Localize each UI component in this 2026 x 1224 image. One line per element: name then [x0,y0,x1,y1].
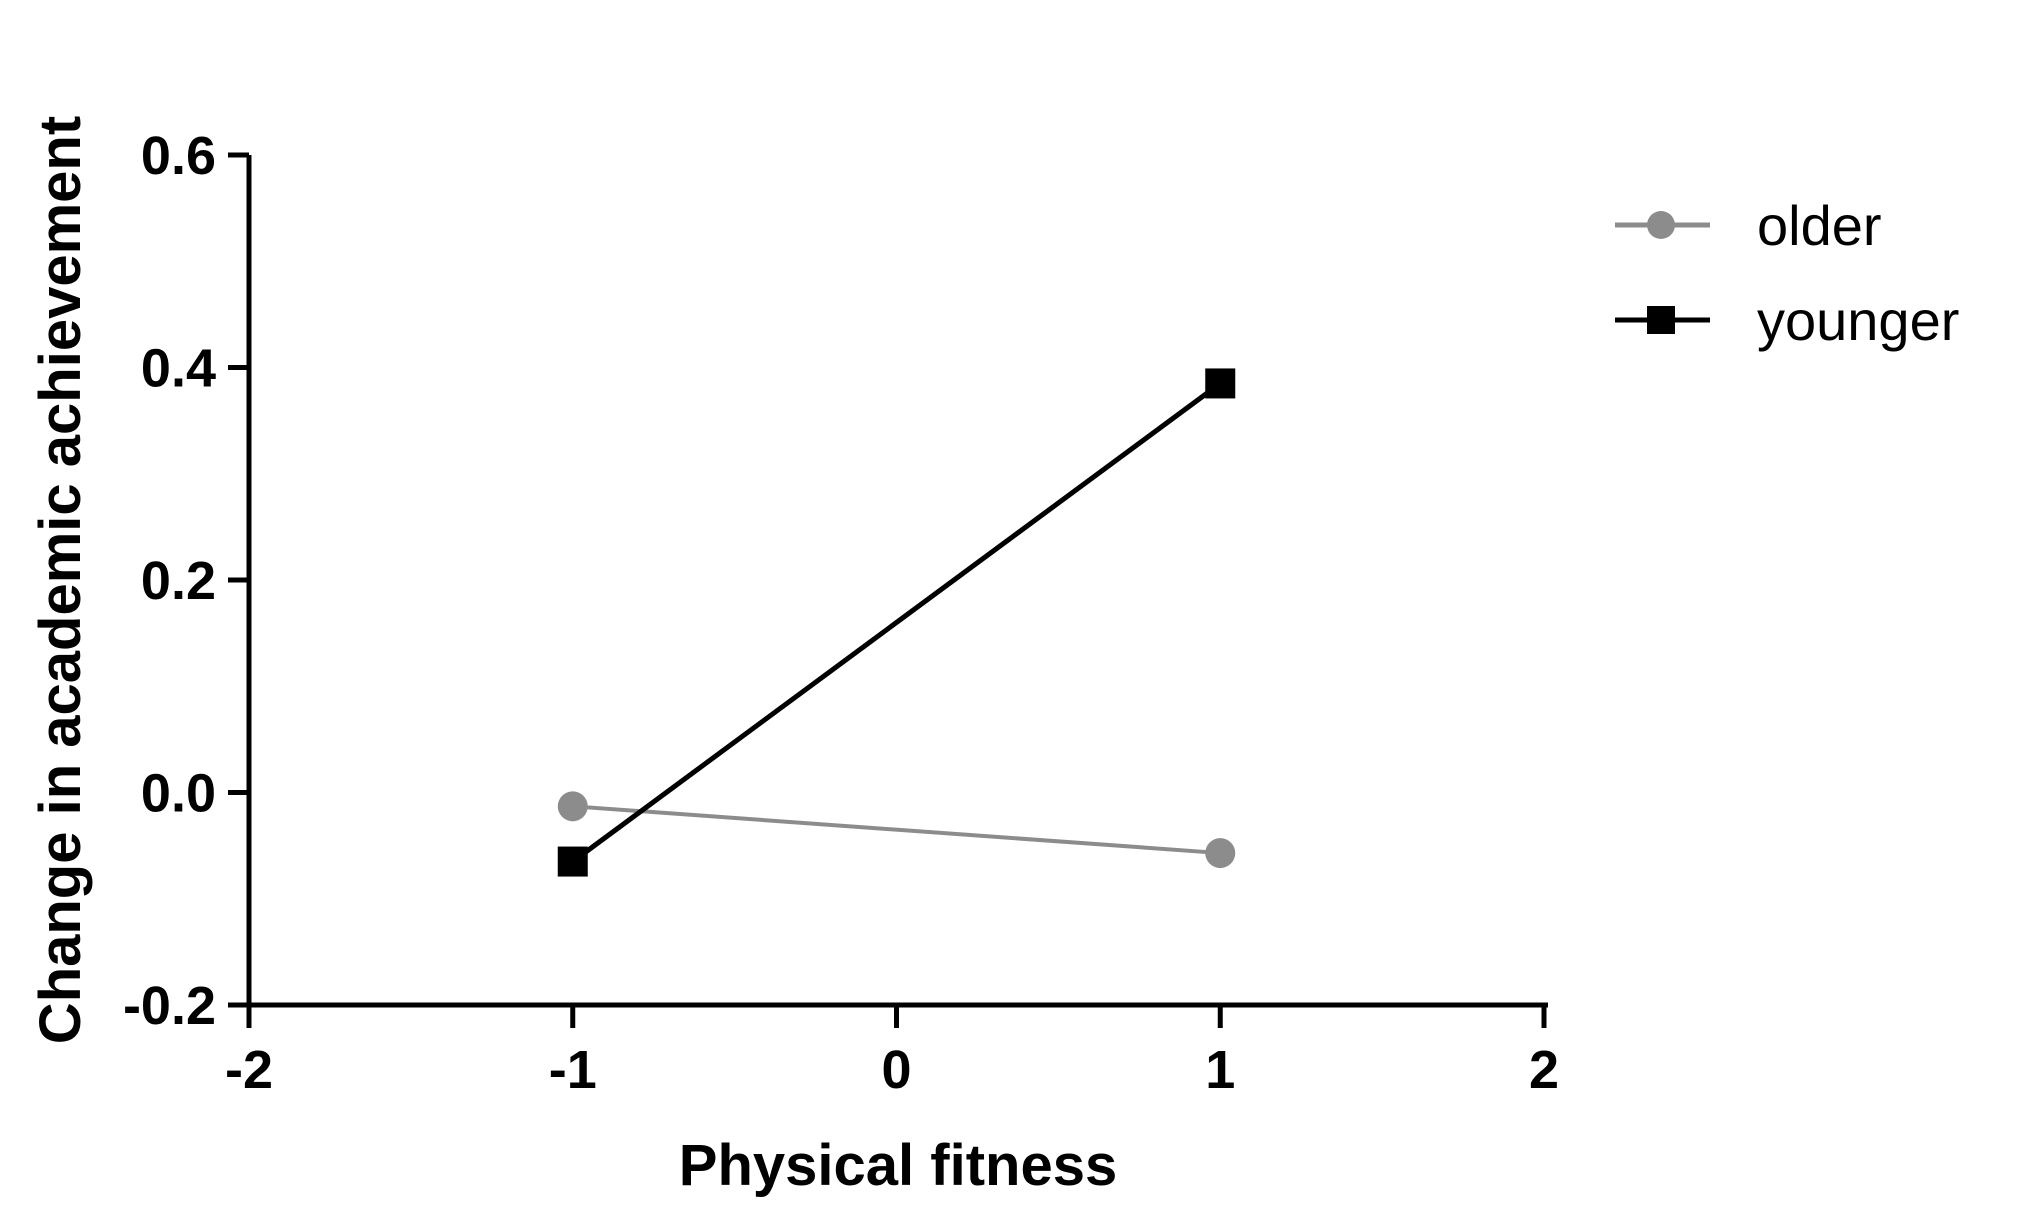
series-younger [557,368,1236,877]
x-tick-label: 2 [1529,1040,1559,1100]
legend-label: older [1757,194,1882,257]
x-axis-title: Physical fitness [679,1133,1117,1198]
series-layer [557,368,1236,877]
series-line-younger [571,381,1222,864]
x-tick-label: -2 [225,1040,273,1100]
legend-label: younger [1757,289,1959,352]
data-point-older [1205,838,1236,869]
legend-marker [1647,306,1675,334]
legend: older younger [1615,194,1959,352]
data-point-older [557,791,588,822]
y-tick-label: 0.6 [141,126,216,186]
y-axis-title: Change in academic achievement [28,116,93,1044]
y-tick-label: -0.2 [123,976,216,1036]
series-line-older [572,804,1221,856]
legend-item-older: older [1615,194,1882,257]
y-tick-label: 0.4 [141,339,216,399]
x-tick-label: -1 [549,1040,597,1100]
data-point-younger [1205,368,1236,399]
axes [246,155,1548,1008]
y-ticks: -0.2 0.0 0.2 0.4 0.6 [123,126,249,1036]
x-ticks: -2 -1 0 1 2 [225,1005,1559,1100]
y-tick-label: 0.2 [141,551,216,611]
data-point-younger [557,846,588,877]
x-tick-label: 1 [1205,1040,1235,1100]
y-tick-label: 0.0 [141,764,216,824]
legend-marker [1647,211,1675,239]
series-older [557,791,1236,869]
legend-item-younger: younger [1615,289,1959,352]
x-tick-label: 0 [881,1040,911,1100]
